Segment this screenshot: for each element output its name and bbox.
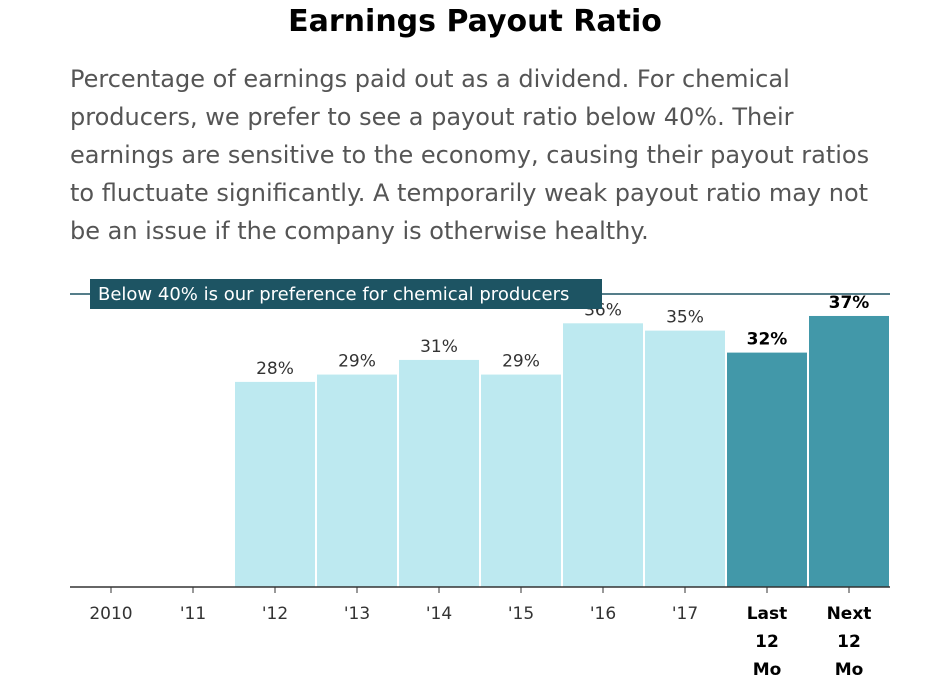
bar-6 <box>563 323 643 587</box>
value-label-7: 35% <box>666 308 704 328</box>
chart-subtitle: Percentage of earnings paid out as a div… <box>70 65 870 245</box>
chart-title: Earnings Payout Ratio <box>288 4 662 39</box>
bar-9 <box>809 315 889 587</box>
value-label-9: 37% <box>829 293 870 313</box>
bar-4 <box>399 359 479 587</box>
reference-label: Below 40% is our preference for chemical… <box>98 284 569 305</box>
x-tick-label-0: 2010 <box>89 604 132 624</box>
bar-8 <box>727 352 807 587</box>
bar-7 <box>645 330 725 587</box>
value-label-8: 32% <box>747 330 788 350</box>
x-tick-label-4: '14 <box>426 604 452 624</box>
x-tick-label-5: '15 <box>508 604 534 624</box>
x-tick-label-9: Next 12 Mo <box>827 604 872 680</box>
value-label-2: 28% <box>256 359 294 379</box>
x-tick-label-1: '11 <box>180 604 206 624</box>
bar-5 <box>481 374 561 587</box>
x-tick-label-6: '16 <box>590 604 616 624</box>
reference-label-box <box>90 279 602 309</box>
x-tick-label-8: Last 12 Mo <box>747 604 788 680</box>
x-tick-label-7: '17 <box>672 604 698 624</box>
x-tick-label-2: '12 <box>262 604 288 624</box>
bar-2 <box>235 381 315 587</box>
value-label-4: 31% <box>420 337 458 357</box>
bar-3 <box>317 374 397 587</box>
value-label-5: 29% <box>502 352 540 372</box>
x-tick-label-3: '13 <box>344 604 370 624</box>
value-label-3: 29% <box>338 352 376 372</box>
